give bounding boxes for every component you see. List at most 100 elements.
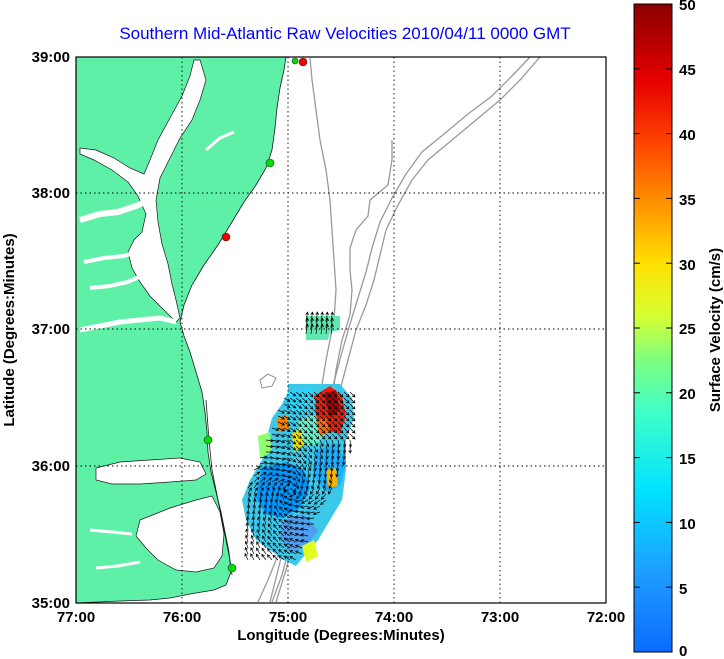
velocity-arrow [313, 409, 320, 416]
velocity-arrow [325, 403, 332, 410]
velocity-arrow [343, 415, 350, 422]
velocity-arrow [315, 323, 319, 335]
velocity-arrow [274, 505, 279, 513]
velocity-arrow [317, 475, 321, 484]
velocity-arrow [301, 457, 307, 465]
velocity-arrow [306, 475, 311, 484]
velocity-arrow [320, 317, 324, 329]
velocity-arrow [283, 421, 291, 426]
velocity-arrow [265, 461, 274, 466]
velocity-arrow [306, 516, 315, 521]
velocity-arrow [349, 415, 356, 422]
velocity-arrow [263, 504, 268, 513]
velocity-arrow [253, 471, 261, 477]
velocity-arrow [253, 466, 261, 471]
velocity-arrow [325, 317, 329, 329]
velocity-arrow [305, 311, 309, 323]
y-tick-label: 39:00 [32, 49, 70, 66]
x-axis-label: Longitude (Degrees:Minutes) [237, 627, 445, 644]
velocity-arrow [313, 445, 318, 453]
map-frame [75, 56, 607, 604]
velocity-arrow [313, 421, 320, 428]
velocity-arrow [300, 539, 309, 543]
velocity-arrow [306, 511, 315, 515]
velocity-arrow [319, 451, 324, 460]
velocity-arrow [301, 421, 308, 428]
velocity-arrow [331, 427, 338, 434]
velocity-arrow [259, 472, 267, 477]
velocity-arrow [349, 403, 356, 410]
velocity-arrow [247, 498, 251, 507]
velocity-arrow [259, 487, 264, 495]
velocity-arrow [247, 481, 253, 489]
bathymetry-contour [259, 373, 277, 389]
velocity-arrow [331, 391, 338, 398]
velocity-arrow [271, 433, 280, 437]
velocity-arrow [277, 415, 285, 420]
velocity-arrow [325, 311, 329, 323]
velocity-arrow [323, 475, 327, 484]
velocity-arrow [343, 397, 350, 404]
velocity-arrow [310, 487, 315, 495]
velocity-arrow [289, 451, 297, 457]
velocity-arrow [301, 403, 308, 410]
velocity-arrow [319, 397, 326, 404]
velocity-arrow [267, 523, 273, 531]
velocity-arrow [256, 535, 261, 543]
rappahannock-river [83, 242, 157, 264]
velocity-arrow [283, 457, 292, 462]
velocity-arrow [319, 415, 326, 422]
velocity-arrow [256, 547, 261, 555]
york-river [89, 264, 161, 290]
x-tick-label: 77:00 [57, 609, 95, 626]
velocity-arrow [278, 524, 285, 531]
velocity-arrow [330, 457, 334, 466]
velocity-arrow [283, 483, 291, 489]
velocity-arrow [295, 451, 302, 458]
velocity-arrow [273, 517, 279, 525]
map-title: Southern Mid-Atlantic Raw Velocities 201… [119, 24, 570, 43]
velocity-arrow [258, 498, 263, 507]
velocity-arrow [313, 397, 320, 404]
velocity-arrow [314, 493, 321, 500]
velocity-arrow [283, 513, 291, 519]
nc-river [95, 560, 141, 570]
colorbar-label: Surface Velocity (cm/s) [707, 248, 724, 412]
velocity-arrow [321, 487, 327, 495]
velocity-arrow [306, 505, 315, 510]
velocity-arrow [295, 415, 303, 421]
velocity-arrow [294, 544, 303, 549]
velocity-arrow [269, 504, 273, 513]
velocity-arrow [313, 505, 321, 510]
velocity-arrow [278, 536, 285, 543]
velocity-arrow [253, 476, 260, 483]
map-gridlines [76, 57, 606, 603]
velocity-arrow [283, 489, 291, 495]
velocity-arrow [283, 463, 292, 468]
velocity-arrow [265, 467, 274, 471]
velocity-arrow [272, 542, 279, 549]
velocity-arrow [300, 527, 309, 531]
velocity-arrow [307, 391, 314, 398]
velocity-arrow [271, 477, 279, 483]
velocity-arrow [289, 439, 297, 445]
velocity-arrow [283, 501, 291, 507]
velocity-arrow [313, 433, 320, 440]
velocity-arrow [301, 397, 308, 404]
nc-river [89, 528, 133, 536]
velocity-arrow [337, 439, 341, 448]
velocity-arrow [336, 445, 341, 454]
velocity-arrow [294, 521, 303, 525]
velocity-arrow [289, 445, 297, 451]
velocity-arrow [277, 486, 281, 495]
velocity-arrow [301, 469, 306, 478]
velocity-arrow [272, 548, 279, 555]
velocity-arrow [348, 445, 352, 454]
velocity-arrow [295, 397, 303, 403]
velocity-arrow [330, 317, 334, 329]
velocity-arrow [319, 439, 324, 448]
velocity-arrow [261, 547, 267, 555]
pamlico-sound [135, 495, 225, 573]
velocity-arrow [268, 517, 273, 525]
velocity-arrow [283, 555, 291, 561]
